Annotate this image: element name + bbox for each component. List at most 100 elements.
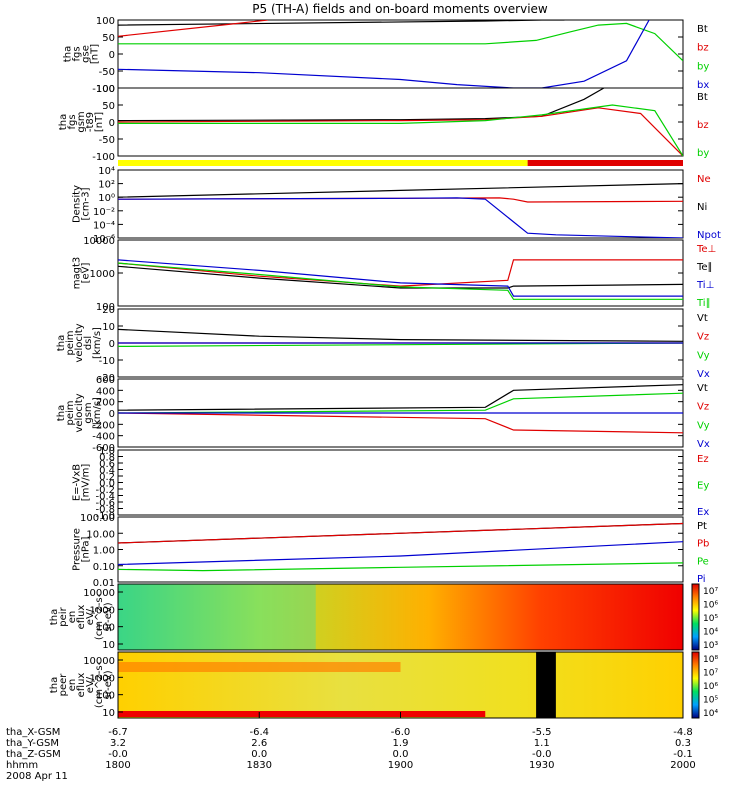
ylabel-line: fgs xyxy=(72,46,83,61)
ylabel-line: en xyxy=(67,611,78,624)
xaxis-value: 1930 xyxy=(529,760,554,771)
heatmap-area xyxy=(118,584,683,650)
ylabel-line: gsm xyxy=(83,402,94,423)
series-line-bz xyxy=(118,20,268,37)
panel-frame xyxy=(117,169,684,239)
ytick-label: 100 xyxy=(96,623,115,634)
panel-ylabel: thapeimvelocitygsm[km/s] xyxy=(56,393,103,432)
legend-label: bx xyxy=(697,80,709,91)
ytick-label: -0.8 xyxy=(95,505,115,516)
ytick-label: 0.10 xyxy=(93,562,115,573)
ylabel-line: [nT] xyxy=(94,112,105,132)
legend-label: Vz xyxy=(697,332,709,343)
xaxis-value: -0.0 xyxy=(532,749,552,760)
series-line-Pi xyxy=(118,541,683,566)
panel-ylabel: thapeimvelocitydsl[km/s] xyxy=(56,323,103,362)
xaxis-value: 1900 xyxy=(388,760,413,771)
xaxis-value: -0.0 xyxy=(108,749,128,760)
xaxis-value: -5.5 xyxy=(532,727,552,738)
ytick-label: 100 xyxy=(96,84,115,95)
xaxis-value: -4.8 xyxy=(673,727,693,738)
xaxis-row-label: tha_X-GSM xyxy=(6,727,60,738)
date-label: 2008 Apr 11 xyxy=(6,771,68,782)
xaxis-row-label: tha_Y-GSM xyxy=(6,738,59,749)
xaxis-value: 1800 xyxy=(105,760,130,771)
panel-fgs_gsm: thafgsgsm-t89[nT] 100 50 0 -50 -100 Bt bz by xyxy=(58,84,709,163)
ylabel-line: E=-VxB xyxy=(72,464,83,501)
ylabel-line: peir xyxy=(58,606,69,626)
ytick-label: 10² xyxy=(98,180,115,191)
ytick-label: 10 xyxy=(102,708,115,719)
ylabel-line: eflux xyxy=(76,605,87,630)
x-axis-labels: tha_X-GSM -6.7 -6.4 -6.0 -5.5 -4.8 tha_Y-GSM 3.… xyxy=(6,712,696,782)
panel-ylabel: thafgsgsm-t89[nT] xyxy=(58,111,105,132)
panel-peir_eflux: thapeirenefluxeV/(cm^2-s-sr-eV)100001000… xyxy=(49,583,718,651)
ytick-label: 0.01 xyxy=(93,578,115,589)
series-line-Pe xyxy=(118,562,683,572)
colorbar xyxy=(691,651,700,719)
ytick-label: -100 xyxy=(92,84,115,95)
ytick-label: 10⁻⁶ xyxy=(93,234,115,245)
ytick-label: -0.2 xyxy=(95,485,115,496)
series-line-Vt xyxy=(118,328,683,342)
ytick-label: 0 xyxy=(109,409,115,420)
ytick-label: -200 xyxy=(92,420,115,431)
legend-label: Vt xyxy=(697,313,708,324)
ytick-label: -50 xyxy=(99,67,115,78)
ytick-label: -1.0 xyxy=(95,511,115,522)
legend-label: Ni xyxy=(697,202,707,213)
xaxis-value: 2.6 xyxy=(251,738,267,749)
colorbar-label: 10⁵ xyxy=(703,696,718,706)
ytick-label: 10000 xyxy=(83,236,115,247)
panel-fgs_gse: thafgsgse[nT] 100 50 0 -50 -100 Bt bz by bx xyxy=(63,16,710,95)
ytick-label: -10 xyxy=(99,356,115,367)
legend-label: Vy xyxy=(697,420,710,431)
ylabel-line: Density xyxy=(72,185,83,223)
colorbar-label: 10⁴ xyxy=(703,628,718,638)
ylabel-line: fgs xyxy=(67,114,78,129)
ylabel-line: [cm-3] xyxy=(81,187,92,220)
ytick-label: 0.6 xyxy=(99,459,115,470)
legend-label: bz xyxy=(697,43,709,54)
series-line-Vz xyxy=(118,412,683,434)
ylabel-line: en xyxy=(67,679,78,692)
ytick-label: 600 xyxy=(96,375,115,386)
series-line-Bt xyxy=(118,20,565,26)
ylabel-line: [km/s] xyxy=(92,397,103,429)
ylabel-line: tha xyxy=(63,46,74,62)
xaxis-value: -6.4 xyxy=(249,727,269,738)
series-line-Ti⊥ xyxy=(118,259,683,297)
panel-temperature: magt3[eV] 10000 1000 100 Te⊥ Te∥ Ti⊥ Ti∥ xyxy=(72,236,717,313)
ytick-label: -400 xyxy=(92,432,115,443)
colorbar-label: 10³ xyxy=(703,641,718,651)
ylabel-line: sr-eV) xyxy=(103,670,114,699)
ylabel-line: gse xyxy=(81,45,92,63)
xaxis-value: -6.7 xyxy=(108,727,128,738)
ylabel-line: tha xyxy=(56,405,67,421)
mode-bar-fast xyxy=(527,160,683,166)
colorbar-label: 10⁴ xyxy=(703,709,718,719)
legend-label: Ne xyxy=(697,174,711,185)
ytick-label: 0 xyxy=(109,118,115,129)
heatmap-low-region xyxy=(118,584,316,650)
xaxis-value: 0.0 xyxy=(393,749,409,760)
ytick-label: -0.6 xyxy=(95,498,115,509)
ylabel-line: [eV] xyxy=(81,263,92,284)
series-line-Vt xyxy=(118,384,683,411)
ytick-label: 1000 xyxy=(90,605,115,616)
legend-label: Npot xyxy=(697,230,721,241)
series-line-Ti∥ xyxy=(118,262,683,300)
legend-label: Ti∥ xyxy=(696,298,711,309)
ylabel-line: [nPa] xyxy=(81,536,92,562)
xaxis-value: 1.9 xyxy=(393,738,409,749)
legend-label: Ez xyxy=(697,454,709,465)
ytick-label: 10 xyxy=(102,640,115,651)
colorbar-label: 10⁷ xyxy=(703,669,718,679)
mode-bar-slow xyxy=(118,160,528,166)
heatmap-area xyxy=(118,652,683,718)
ylabel-line: Pressure xyxy=(72,528,83,571)
colorbar xyxy=(691,583,700,651)
ylabel-line: velocity xyxy=(74,323,85,362)
ylabel-line: eV/ xyxy=(85,608,96,625)
